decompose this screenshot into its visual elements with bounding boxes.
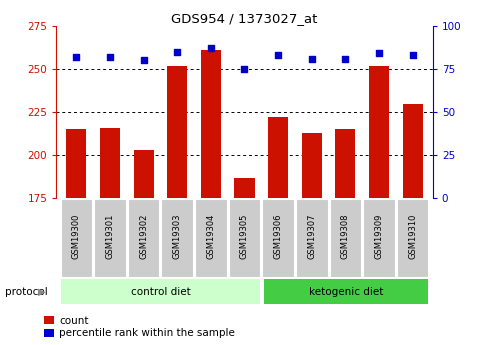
- Text: control diet: control diet: [130, 287, 190, 296]
- Text: GSM19310: GSM19310: [407, 214, 416, 259]
- Bar: [295, 199, 327, 277]
- Bar: [262, 199, 293, 277]
- Text: GSM19306: GSM19306: [273, 214, 282, 259]
- Bar: [61, 199, 92, 277]
- Text: ▶: ▶: [38, 287, 45, 296]
- Point: [274, 52, 282, 58]
- Bar: [234, 178, 254, 198]
- Point: [106, 54, 114, 60]
- Point: [206, 46, 214, 51]
- Point: [341, 56, 348, 61]
- Point: [408, 52, 416, 58]
- Text: GSM19301: GSM19301: [105, 214, 114, 259]
- Bar: [396, 199, 427, 277]
- Bar: [127, 199, 159, 277]
- Text: GSM19303: GSM19303: [172, 214, 182, 259]
- Bar: [368, 66, 388, 198]
- Point: [140, 58, 147, 63]
- Bar: [264, 279, 427, 304]
- Point: [173, 49, 181, 55]
- Text: GSM19304: GSM19304: [206, 214, 215, 259]
- Text: GSM19300: GSM19300: [72, 214, 81, 259]
- Bar: [161, 199, 193, 277]
- Bar: [329, 199, 361, 277]
- Bar: [201, 50, 221, 198]
- Text: GSM19307: GSM19307: [306, 214, 316, 259]
- Legend: count, percentile rank within the sample: count, percentile rank within the sample: [44, 316, 234, 338]
- Bar: [167, 66, 187, 198]
- Text: GSM19308: GSM19308: [340, 214, 349, 259]
- Point: [374, 51, 382, 56]
- Bar: [363, 199, 394, 277]
- Bar: [133, 150, 153, 198]
- Bar: [100, 128, 120, 198]
- Title: GDS954 / 1373027_at: GDS954 / 1373027_at: [171, 12, 317, 25]
- Bar: [228, 199, 260, 277]
- Text: GSM19305: GSM19305: [240, 214, 248, 259]
- Bar: [94, 199, 125, 277]
- Point: [72, 54, 80, 60]
- Point: [307, 56, 315, 61]
- Text: GSM19302: GSM19302: [139, 214, 148, 259]
- Bar: [402, 104, 422, 198]
- Bar: [61, 279, 260, 304]
- Bar: [335, 129, 355, 198]
- Text: GSM19309: GSM19309: [374, 214, 383, 259]
- Text: ketogenic diet: ketogenic diet: [308, 287, 383, 296]
- Point: [240, 66, 248, 72]
- Bar: [66, 129, 86, 198]
- Bar: [195, 199, 226, 277]
- Text: protocol: protocol: [5, 287, 47, 296]
- Bar: [301, 133, 321, 198]
- Bar: [267, 117, 287, 198]
